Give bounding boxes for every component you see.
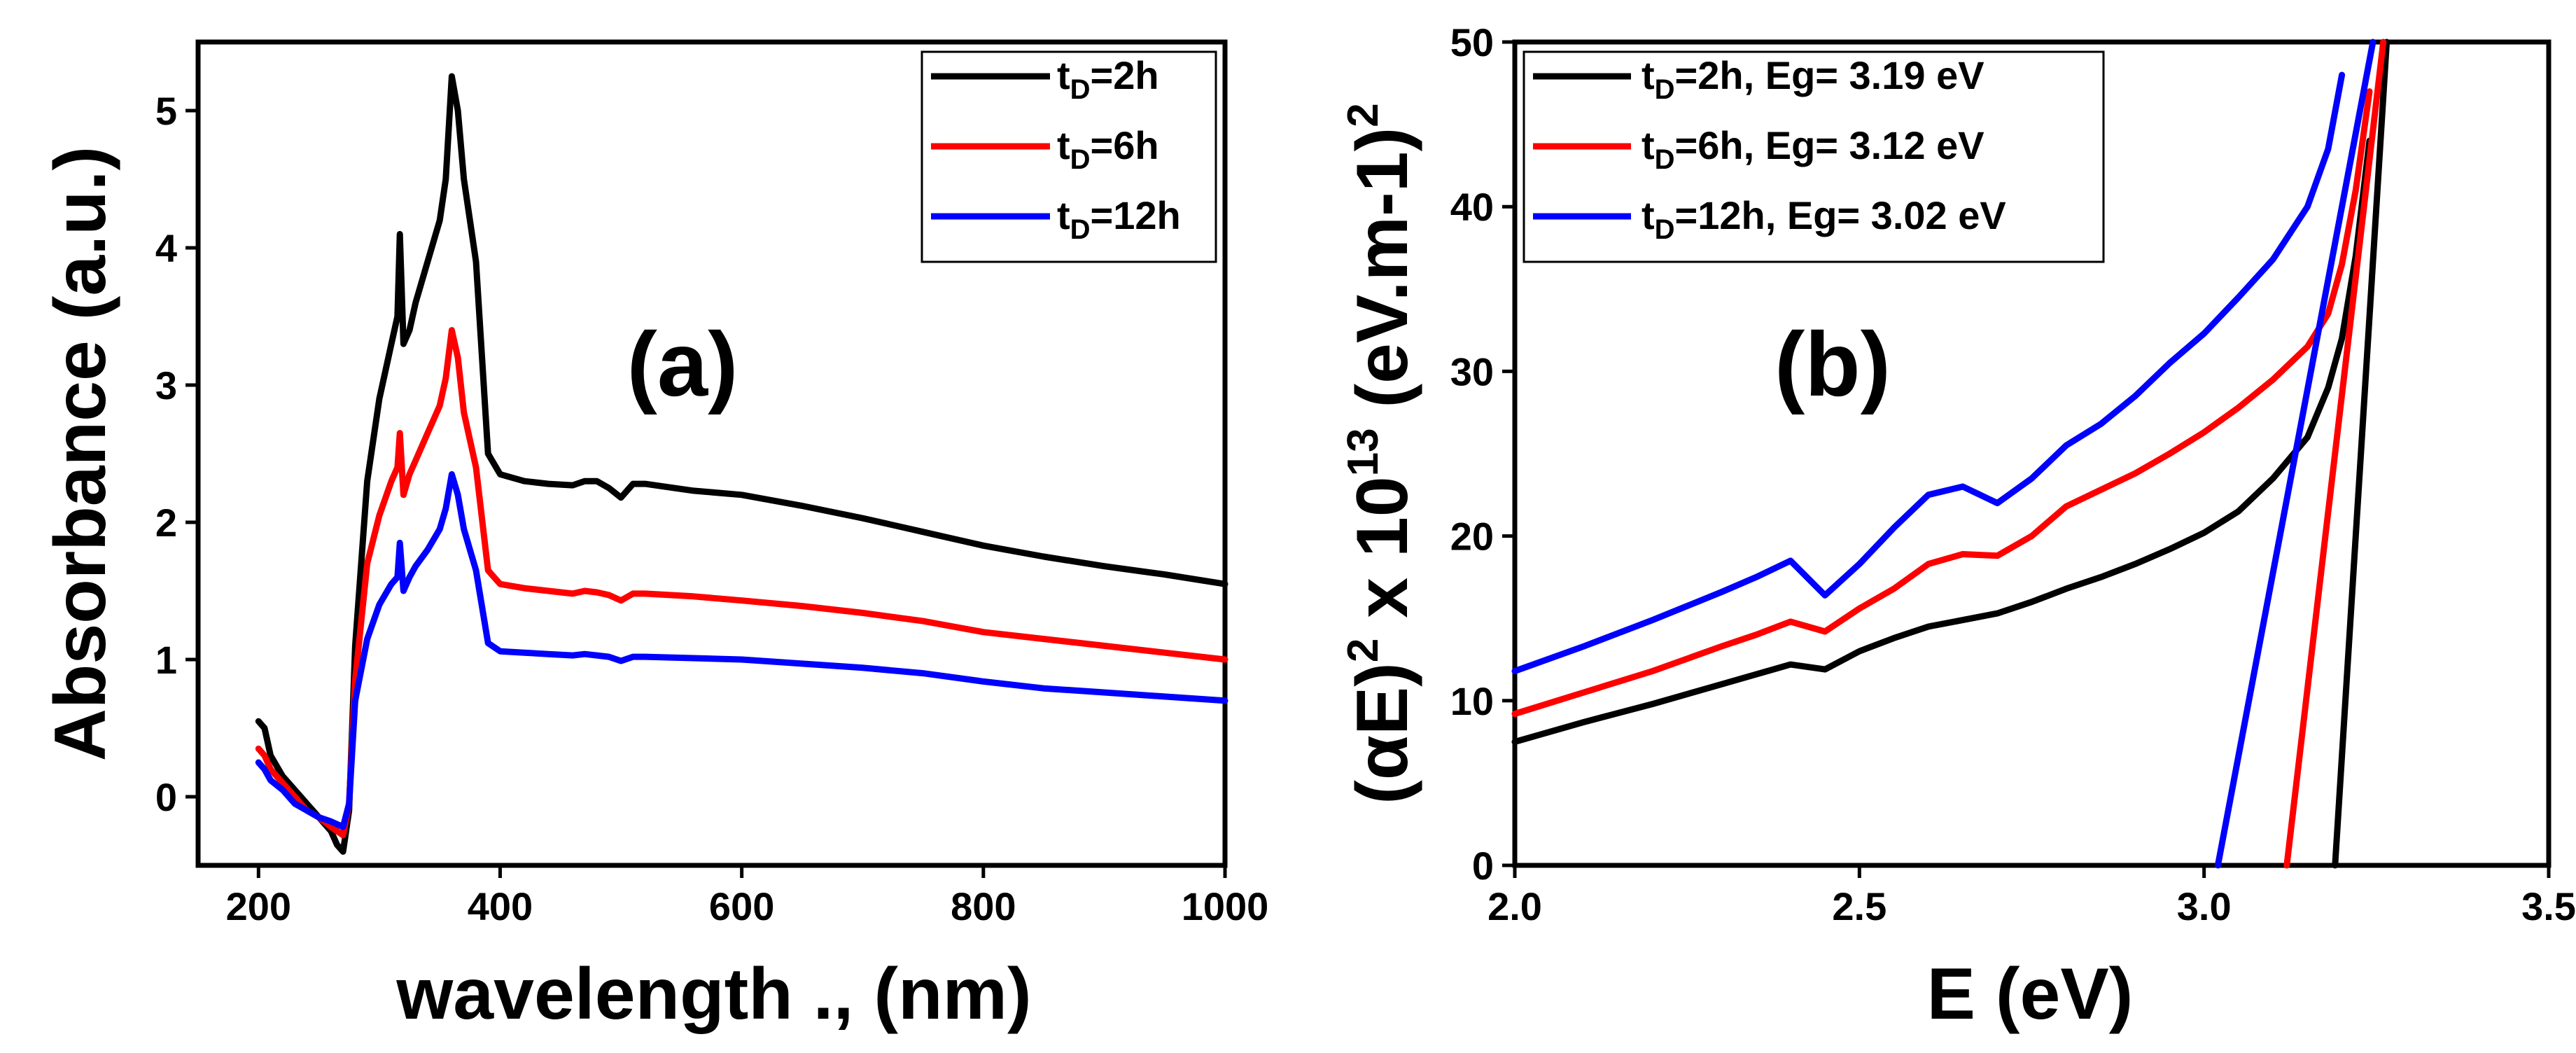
y-tick-label-b: 20	[1450, 515, 1494, 559]
legend-label-b-2: tD=6h, Eg= 3.12 eV	[1642, 123, 1984, 175]
ticks-group-a: 200 400 600 800 1000 0 1 2 3 4 5	[155, 89, 1268, 928]
y-tick-label-b: 40	[1450, 185, 1494, 229]
series-line-a-2	[255, 327, 1228, 839]
y-tick-label-b: 0	[1472, 844, 1494, 888]
series-line-b-2	[1511, 88, 2373, 718]
x-tick-label-a: 400	[468, 884, 533, 928]
legend-label-suffix: =12h	[1091, 193, 1181, 237]
legend-label-a-1: tD=2h	[1057, 53, 1159, 105]
ticks-group-b: 2.0 2.5 3.0 3.5 0 10 20 30 40 50	[1450, 20, 2576, 928]
legend-label-suffix: =6h, Eg= 3.12 eV	[1675, 123, 1984, 167]
y-tick-label-a: 4	[155, 226, 177, 270]
plot-frame-a	[195, 39, 1228, 868]
x-tick-label-b: 3.0	[2177, 884, 2232, 928]
y-tick-label-a: 0	[155, 775, 177, 819]
legend-label-subscript: D	[1070, 144, 1091, 175]
x-tick-label-a: 600	[709, 884, 774, 928]
legend-label-b-3: tD=12h, Eg= 3.02 eV	[1642, 193, 2006, 245]
panel-label-b: (b)	[1774, 313, 1891, 415]
legend-label-suffix: =12h, Eg= 3.02 eV	[1675, 193, 2006, 237]
y-tick-label-b: 10	[1450, 679, 1494, 723]
y-tick-label-a: 3	[155, 363, 177, 407]
x-axis-label-a: wavelength ., (nm)	[396, 954, 1031, 1035]
y-label-b-part2: x 10	[1342, 476, 1423, 638]
series-line-a-1	[255, 73, 1228, 855]
legend-label-a-3: tD=12h	[1057, 193, 1181, 245]
x-tick-label-a: 1000	[1182, 884, 1269, 928]
legend-label-b-1: tD=2h, Eg= 3.19 eV	[1642, 53, 1984, 105]
legend-label-prefix: t	[1057, 53, 1070, 97]
legend-label-suffix: =2h	[1091, 53, 1159, 97]
y-tick-label-b: 50	[1450, 20, 1494, 64]
series-line-a-3	[255, 470, 1228, 830]
legend-box-a	[920, 50, 1217, 263]
legend-label-suffix: =2h, Eg= 3.19 eV	[1675, 53, 1984, 97]
chart-panel-a: 200 400 600 800 1000 0 1 2 3 4 5 (a) wavelength .,…	[40, 39, 1268, 1035]
legend-label-suffix: =6h	[1091, 123, 1159, 167]
y-label-b-part1: (αE)	[1342, 662, 1423, 804]
series-group-a	[255, 73, 1228, 855]
legend-label-prefix: t	[1642, 193, 1655, 237]
x-tick-label-a: 800	[951, 884, 1016, 928]
legend-box-b	[1522, 50, 2105, 263]
legend-label-subscript: D	[1655, 214, 1675, 245]
legend-label-prefix: t	[1642, 123, 1655, 167]
y-label-b-part3: (eV.m-1)	[1342, 127, 1423, 428]
x-tick-label-a: 200	[226, 884, 291, 928]
y-label-b-sup3: 2	[1339, 103, 1387, 127]
legend-label-subscript: D	[1070, 74, 1091, 105]
series-line-b-5	[2283, 39, 2387, 869]
x-tick-label-b: 3.5	[2521, 884, 2576, 928]
panel-label-a: (a)	[627, 313, 738, 415]
y-label-b-sup1: 2	[1339, 639, 1387, 662]
legend-label-subscript: D	[1070, 214, 1091, 245]
legend-label-subscript: D	[1655, 74, 1675, 105]
y-axis-label-b: (αE)2 x 1013 (eV.m-1)2	[1339, 103, 1423, 804]
x-tick-label-b: 2.5	[1832, 884, 1886, 928]
series-line-b-3	[1511, 71, 2346, 674]
y-tick-label-b: 30	[1450, 349, 1494, 393]
y-tick-label-a: 5	[155, 89, 177, 133]
legend-label-prefix: t	[1057, 193, 1070, 237]
series-line-b-1	[1511, 137, 2373, 746]
x-axis-label-b: E (eV)	[1927, 954, 2134, 1035]
series-group-b	[1511, 39, 2390, 869]
y-tick-label-a: 1	[155, 638, 177, 682]
series-line-b-4	[2332, 39, 2390, 869]
legend-label-subscript: D	[1655, 144, 1675, 175]
legend-label-prefix: t	[1642, 53, 1655, 97]
legend-label-a-2: tD=6h	[1057, 123, 1159, 175]
plot-frame-b	[1512, 39, 2552, 868]
legend-label-prefix: t	[1057, 123, 1070, 167]
y-axis-label-a: Absorbance (a.u.)	[40, 146, 121, 761]
x-tick-label-b: 2.0	[1488, 884, 1542, 928]
series-line-b-6	[2214, 39, 2376, 869]
y-tick-label-a: 2	[155, 501, 177, 545]
y-label-b-sup2: 13	[1339, 428, 1387, 476]
